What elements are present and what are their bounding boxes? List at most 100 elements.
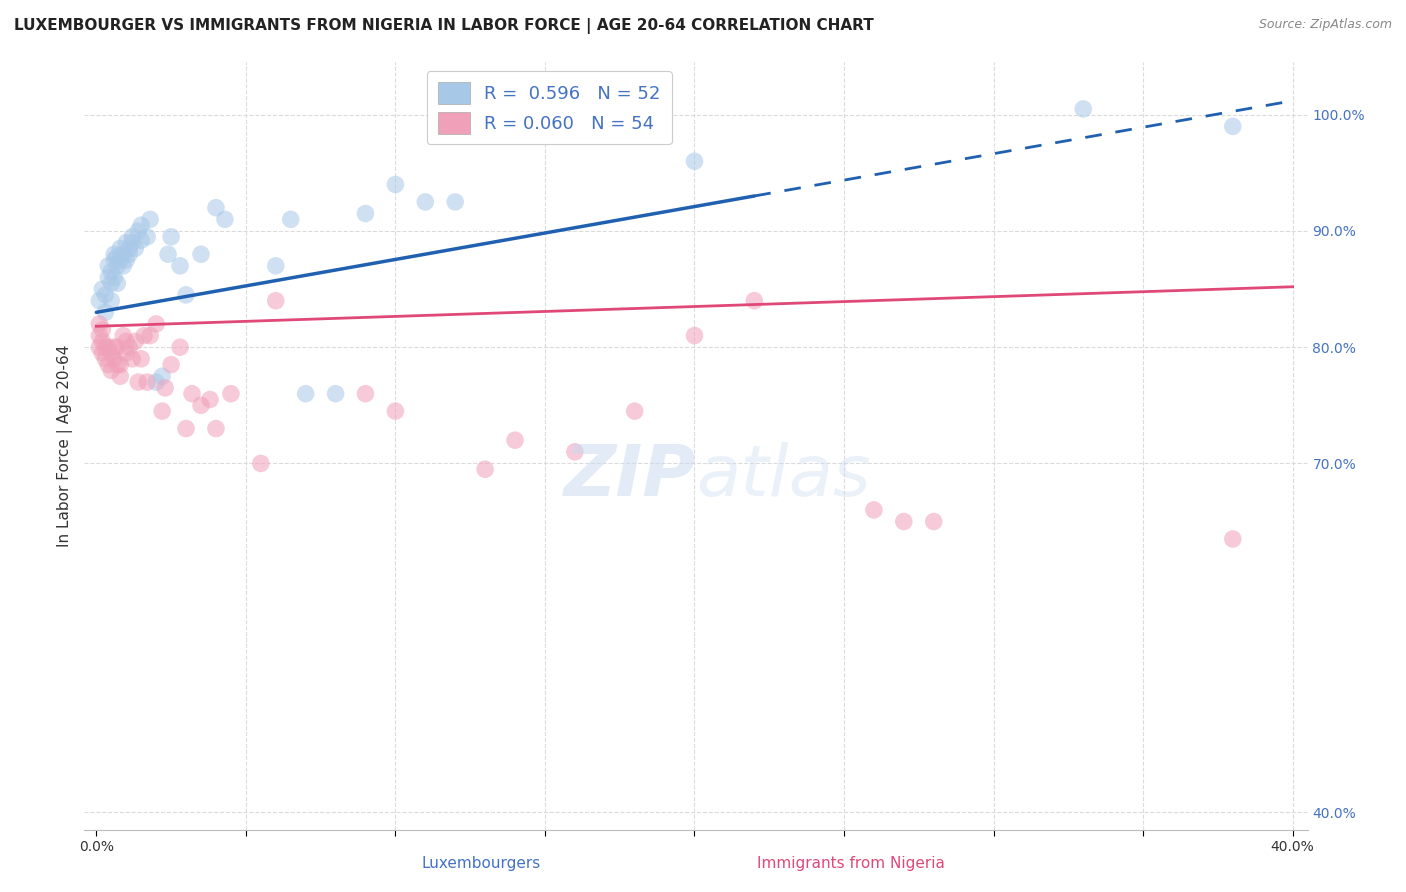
Point [121,229,143,244]
Point [89,340,111,354]
Point [444,194,467,209]
Point [103,253,125,268]
Point [94,340,117,354]
Point [89,328,111,343]
Text: Immigrants from Nigeria: Immigrants from Nigeria [758,855,945,871]
Text: Source: ZipAtlas.com: Source: ZipAtlas.com [1258,18,1392,31]
Point [105,358,128,372]
Point [683,154,706,169]
Point [174,288,197,302]
Point [115,253,138,268]
Point [94,305,117,319]
Point [91,334,114,349]
Point [100,293,122,308]
Point [91,323,114,337]
Point [124,241,146,255]
Point [105,340,128,354]
Point [127,224,149,238]
Point [112,328,135,343]
Point [124,334,146,349]
Point [384,404,406,418]
Point [160,358,183,372]
Point [136,229,159,244]
Point [863,503,886,517]
Point [160,229,183,244]
Point [121,351,143,366]
Point [91,346,114,360]
Point [145,375,167,389]
Point [280,212,302,227]
Point [129,351,152,366]
Point [190,398,212,412]
Point [121,235,143,250]
Point [219,386,242,401]
Point [105,259,128,273]
Legend: R =  0.596   N = 52, R = 0.060   N = 54: R = 0.596 N = 52, R = 0.060 N = 54 [426,71,672,145]
Point [264,259,287,273]
Point [190,247,212,261]
Point [623,404,645,418]
Point [134,328,156,343]
Point [294,386,316,401]
Point [264,293,287,308]
Text: ZIP: ZIP [564,442,696,511]
Point [103,270,125,285]
Text: atlas: atlas [696,442,870,511]
Point [564,445,586,459]
Point [100,363,122,377]
Point [214,212,236,227]
Point [169,259,191,273]
Point [112,247,135,261]
Point [118,340,141,354]
Point [413,194,436,209]
Point [893,515,915,529]
Point [100,277,122,291]
Point [110,241,132,255]
Point [100,346,122,360]
Point [1222,120,1244,134]
Point [205,421,228,435]
Point [115,346,138,360]
Point [623,120,645,134]
Point [105,250,128,264]
Point [112,259,135,273]
Point [136,375,159,389]
Point [97,270,120,285]
Y-axis label: In Labor Force | Age 20-64: In Labor Force | Age 20-64 [58,345,73,547]
Text: LUXEMBOURGER VS IMMIGRANTS FROM NIGERIA IN LABOR FORCE | AGE 20-64 CORRELATION C: LUXEMBOURGER VS IMMIGRANTS FROM NIGERIA … [14,18,873,34]
Point [103,351,125,366]
Point [100,265,122,279]
Text: Luxembourgers: Luxembourgers [422,855,540,871]
Point [145,317,167,331]
Point [139,328,162,343]
Point [922,515,945,529]
Point [503,433,526,447]
Point [110,253,132,268]
Point [325,386,347,401]
Point [110,369,132,384]
Point [683,328,706,343]
Point [250,457,273,471]
Point [129,233,152,247]
Point [89,317,111,331]
Point [150,404,173,418]
Point [110,358,132,372]
Point [474,462,496,476]
Point [139,212,162,227]
Point [115,235,138,250]
Point [384,178,406,192]
Point [115,334,138,349]
Point [742,293,765,308]
Point [205,201,228,215]
Point [103,340,125,354]
Point [91,282,114,296]
Point [129,218,152,232]
Point [169,340,191,354]
Point [174,421,197,435]
Point [1071,102,1094,116]
Point [354,206,377,220]
Point [198,392,221,407]
Point [94,351,117,366]
Point [354,386,377,401]
Point [118,247,141,261]
